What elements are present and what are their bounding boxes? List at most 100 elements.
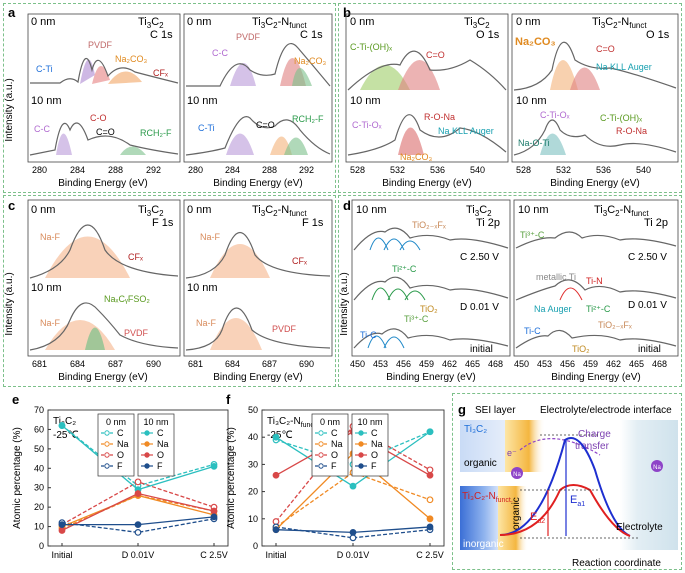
xtick: 465 bbox=[629, 359, 644, 369]
envelope-curve bbox=[513, 41, 677, 91]
xtick: 690 bbox=[146, 359, 161, 369]
sample-title: Ti₃C₂-Nfunct bbox=[267, 416, 316, 429]
label-c-eq-o: C=O bbox=[96, 127, 115, 137]
legend-label: C bbox=[117, 428, 124, 438]
data-point-C bbox=[426, 428, 434, 436]
state-c-250-r: C 2.50 V bbox=[628, 252, 667, 263]
core-b-left: O 1s bbox=[476, 29, 500, 41]
sample-title: Ti₃C₂ bbox=[53, 416, 76, 427]
core-b-right: O 1s bbox=[646, 29, 670, 41]
legend-label: F bbox=[157, 461, 163, 471]
label-pvdf: PVDF bbox=[88, 40, 113, 50]
label-ti-c: Ti-C bbox=[360, 330, 377, 340]
label-tio2-r: TiO₂ bbox=[572, 344, 590, 354]
data-point-O bbox=[426, 471, 434, 479]
panel-a: a Intensity (a.u.) 0 nm Ti3C2 C 1s C-Ti … bbox=[4, 5, 333, 189]
label-na-f-10: Na-F bbox=[40, 318, 61, 328]
xticks-d-right: 450 453 456 459 462 465 468 bbox=[514, 359, 667, 369]
panel-letter-a: a bbox=[8, 5, 16, 20]
x-tick-label: Initial bbox=[51, 550, 72, 560]
label-cfx-c: CFₓ bbox=[128, 252, 143, 262]
envelope-curve bbox=[347, 114, 507, 156]
y-tick-label: 0 bbox=[253, 541, 258, 551]
component-curves bbox=[371, 287, 426, 301]
legend-label: O bbox=[371, 450, 378, 460]
legend-label: F bbox=[117, 461, 123, 471]
y-axis-label: Atomic percentage (%) bbox=[226, 427, 237, 529]
label-pvdf-cr: PVDF bbox=[272, 324, 297, 334]
sample-b-left: Ti3C2 bbox=[464, 16, 490, 30]
label-pvdf-c: PVDF bbox=[124, 328, 149, 338]
label-c-ti: C-Ti bbox=[36, 64, 53, 74]
xtick: 532 bbox=[390, 165, 405, 175]
legend-swatch-marker bbox=[144, 463, 150, 469]
xtick: 450 bbox=[350, 359, 365, 369]
ylabel-a: Intensity (a.u.) bbox=[4, 78, 15, 141]
axes-b-right bbox=[511, 13, 679, 163]
panel-b-frame bbox=[338, 3, 682, 193]
legend-label: F bbox=[371, 461, 377, 471]
xtick: 540 bbox=[470, 165, 485, 175]
y-tick-label: 10 bbox=[248, 514, 258, 524]
state-c-250: C 2.50 V bbox=[460, 252, 499, 263]
envelope-curve bbox=[353, 227, 509, 251]
envelope-curve bbox=[185, 232, 331, 279]
xtick: 292 bbox=[146, 165, 161, 175]
data-point-C bbox=[58, 422, 66, 429]
depth-c-right-0: 0 nm bbox=[187, 204, 211, 216]
panel-f: f Atomic percentage (%) 0 10 20 30 40 50 Initial… bbox=[226, 392, 445, 560]
transfer-label: transfer bbox=[575, 441, 610, 452]
y-tick-label: 20 bbox=[34, 502, 44, 512]
x-tick-label: D 0.01V bbox=[122, 550, 155, 560]
state-initial: initial bbox=[470, 344, 493, 355]
peak-fill bbox=[56, 133, 72, 155]
x-tick-label: Initial bbox=[265, 550, 286, 560]
xtick: 468 bbox=[488, 359, 503, 369]
axes-d-left bbox=[351, 199, 511, 357]
label-pvdf-r: PVDF bbox=[236, 32, 261, 42]
xtick: 532 bbox=[556, 165, 571, 175]
xticks-b-left: 528 532 536 540 bbox=[350, 165, 485, 175]
envelope-curve bbox=[353, 328, 509, 349]
envelope-curve bbox=[29, 224, 179, 279]
spectra-b-left: 0 nm Ti3C2 O 1s C-Ti-(OH)ₓ C=O 10 nm R-O… bbox=[345, 13, 509, 189]
xtick: 540 bbox=[636, 165, 651, 175]
envelope-curve bbox=[513, 119, 677, 156]
xtick: 462 bbox=[442, 359, 457, 369]
depth-a-left-10: 10 nm bbox=[31, 95, 62, 107]
envelope-curve bbox=[353, 276, 509, 301]
xticks-a-right: 280 284 288 292 bbox=[188, 165, 314, 175]
core-c-right: F 1s bbox=[302, 217, 324, 229]
sample-c-right: Ti3C2-Nfunct bbox=[252, 204, 307, 218]
data-point-F bbox=[272, 526, 280, 534]
barrier-curve-red bbox=[499, 484, 631, 537]
xlabel-c-left: Binding Energy (eV) bbox=[58, 372, 148, 383]
sample-d-right: Ti3C2-Nfunct bbox=[594, 204, 649, 218]
xlabel-d-right: Binding Energy (eV) bbox=[551, 372, 641, 383]
state-d-001-r: D 0.01 V bbox=[628, 300, 667, 311]
label-interface: Electrolyte/electrode interface bbox=[540, 405, 672, 416]
temperature-label: -25℃ bbox=[267, 430, 293, 441]
label-tio2xfx: TiO₂₋ₓFₓ bbox=[412, 220, 446, 230]
xtick: 280 bbox=[188, 165, 203, 175]
legend-title: 10 nm bbox=[143, 417, 168, 427]
label-c-ti-ox: C-Ti-Oₓ bbox=[352, 120, 382, 130]
label-c-c: C-C bbox=[34, 124, 50, 134]
legend-swatch-marker bbox=[318, 430, 324, 436]
panel-a-frame bbox=[3, 3, 336, 193]
peak-fill bbox=[120, 146, 146, 155]
xlabel-d-left: Binding Energy (eV) bbox=[386, 372, 476, 383]
data-point-F bbox=[426, 523, 434, 531]
electron-label: e⁻ bbox=[507, 448, 517, 458]
legend-swatch-marker bbox=[318, 441, 324, 447]
y-tick-label: 40 bbox=[34, 463, 44, 473]
peak-fill bbox=[398, 127, 424, 155]
legend-title: 0 nm bbox=[320, 417, 340, 427]
panel-letter: f bbox=[226, 392, 231, 407]
y-tick-label: 30 bbox=[34, 483, 44, 493]
depth-b-left-0: 0 nm bbox=[350, 16, 374, 28]
panel-d: d Intensity (a.u.) 10 nm Ti3C2 Ti 2p TiO… bbox=[339, 198, 679, 383]
label-na-f-r: Na-F bbox=[200, 232, 221, 242]
state-initial-r: initial bbox=[638, 344, 661, 355]
